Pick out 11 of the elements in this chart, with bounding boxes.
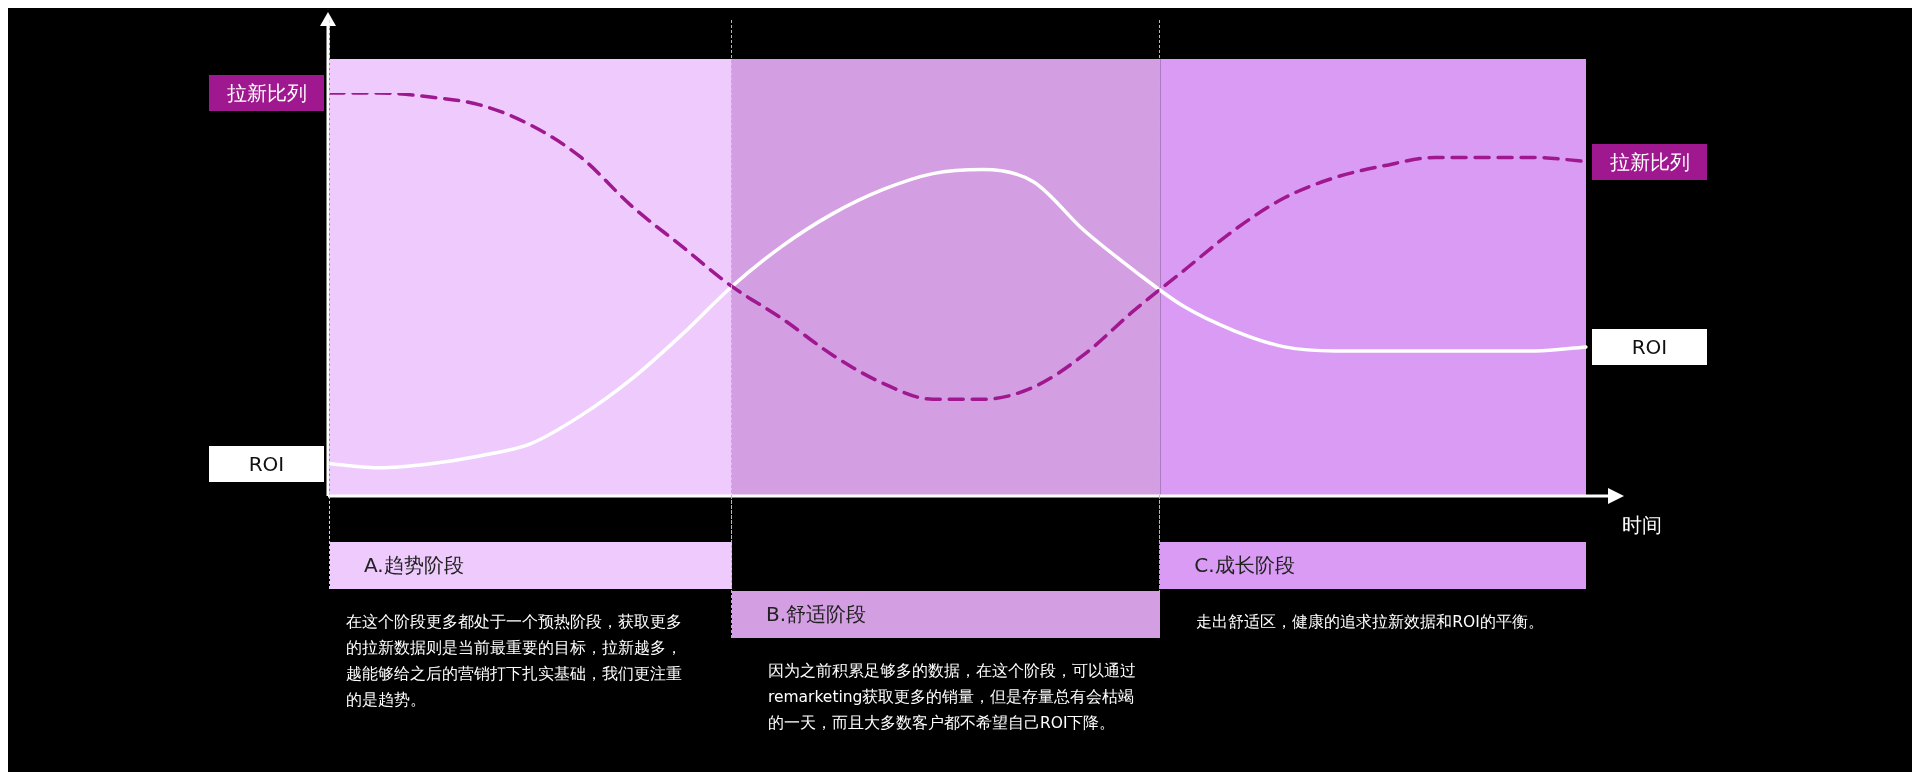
name-tag: ROI (1592, 328, 1707, 365)
name-tag: 拉新比列 (209, 75, 324, 111)
text: 走出舒适区，健康的追求拉新效据和ROI的平衡。 (1196, 612, 1545, 633)
name-tag: 拉新比列 (1592, 143, 1707, 180)
text: 因为之前积累足够多的数据，在这个阶段，可以通过remarketing获取更多的销量，但是存量总有会枯竭的一天，而且大多数客户都不希望自己ROI下降。 (767, 661, 1137, 734)
name-tag: ROI (209, 445, 324, 482)
text: B.舒适阶段 (731, 591, 1161, 638)
text: A.趋势阶段 (330, 542, 732, 589)
x-axis-title: 时间 (1622, 512, 1662, 539)
text: 在这个阶段更多都处于一个预热阶段，获取更多的拉新数据则是当前最重要的目标，拉新越多，越能够给之后的营销打下扎实基础，我们更注重的是趋势。 (346, 612, 683, 711)
text: C.成长阶段 (1160, 542, 1586, 589)
